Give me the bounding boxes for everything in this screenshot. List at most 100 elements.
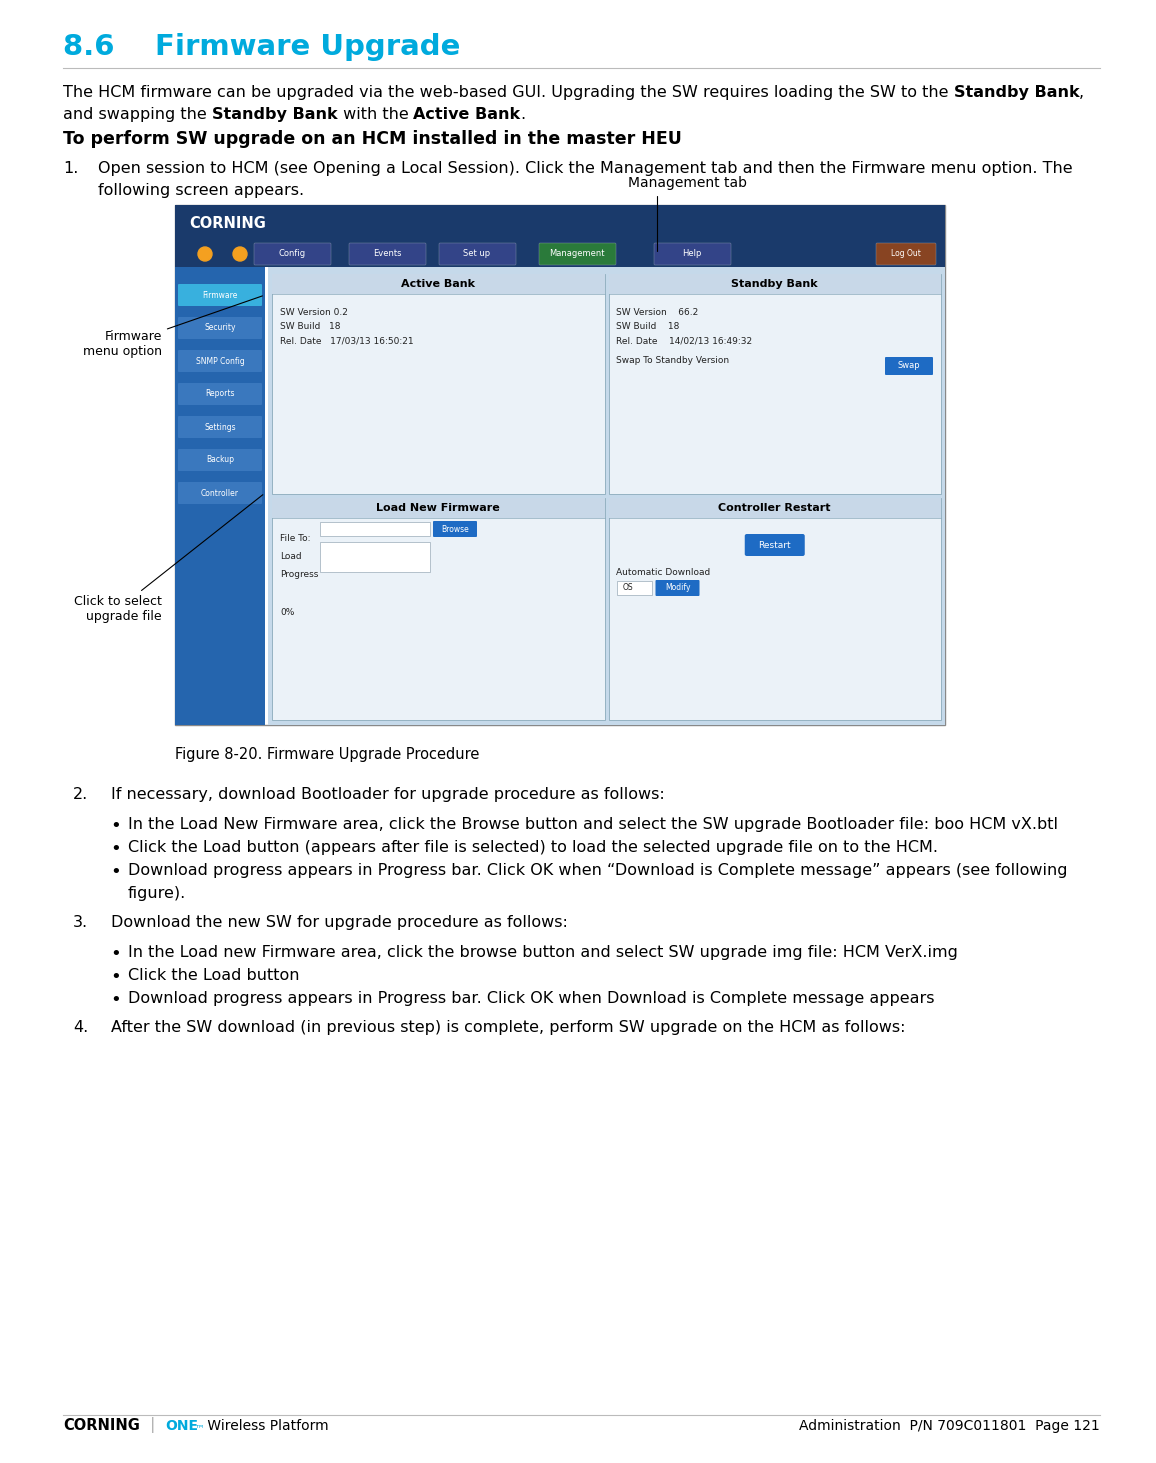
FancyBboxPatch shape [178, 449, 262, 471]
Text: To perform SW upgrade on an HCM installed in the master HEU: To perform SW upgrade on an HCM installe… [62, 130, 682, 148]
Text: Log Out: Log Out [891, 250, 921, 259]
Text: Events: Events [372, 250, 401, 259]
FancyBboxPatch shape [178, 415, 262, 437]
FancyBboxPatch shape [272, 274, 605, 294]
Text: 0%: 0% [280, 609, 295, 617]
Text: Set up: Set up [464, 250, 490, 259]
Text: After the SW download (in previous step) is complete, perform SW upgrade on the : After the SW download (in previous step)… [111, 1020, 905, 1034]
Text: Swap: Swap [898, 361, 920, 370]
Text: Swap To Standby Version: Swap To Standby Version [616, 356, 729, 364]
Text: Open session to HCM (see Opening a Local Session). Click the Management tab and : Open session to HCM (see Opening a Local… [98, 161, 1073, 176]
Text: OS: OS [622, 584, 633, 593]
Text: ™: ™ [195, 1423, 205, 1432]
Text: Progress: Progress [280, 571, 318, 579]
Text: Browse: Browse [442, 525, 469, 534]
FancyBboxPatch shape [178, 317, 262, 339]
FancyBboxPatch shape [272, 497, 605, 720]
FancyBboxPatch shape [178, 383, 262, 405]
Text: Active Bank: Active Bank [414, 107, 520, 121]
FancyBboxPatch shape [320, 541, 430, 572]
FancyBboxPatch shape [175, 205, 944, 726]
Text: Load New Firmware: Load New Firmware [377, 503, 501, 514]
Text: 4.: 4. [73, 1020, 88, 1034]
FancyBboxPatch shape [272, 497, 605, 518]
Text: Click the Load button (appears after file is selected) to load the selected upgr: Click the Load button (appears after fil… [128, 840, 938, 854]
FancyBboxPatch shape [608, 497, 941, 720]
Text: following screen appears.: following screen appears. [98, 183, 304, 198]
Text: Help: Help [682, 250, 702, 259]
Text: 3.: 3. [73, 914, 88, 930]
FancyBboxPatch shape [539, 243, 616, 265]
Text: Management: Management [549, 250, 605, 259]
Text: If necessary, download Bootloader for upgrade procedure as follows:: If necessary, download Bootloader for up… [111, 787, 665, 802]
Text: •: • [110, 945, 120, 963]
Text: figure).: figure). [128, 887, 186, 901]
Text: Controller Restart: Controller Restart [719, 503, 831, 514]
Text: Config: Config [279, 250, 305, 259]
Text: Rel. Date   17/03/13 16:50:21: Rel. Date 17/03/13 16:50:21 [280, 336, 414, 345]
Circle shape [198, 247, 212, 260]
Text: with the: with the [338, 107, 414, 121]
Text: Reports: Reports [206, 389, 235, 398]
FancyBboxPatch shape [254, 243, 331, 265]
Text: Rel. Date    14/02/13 16:49:32: Rel. Date 14/02/13 16:49:32 [616, 336, 753, 345]
Text: ONE: ONE [165, 1419, 198, 1432]
FancyBboxPatch shape [434, 521, 477, 537]
FancyBboxPatch shape [608, 497, 941, 518]
Text: |: | [141, 1418, 164, 1432]
FancyBboxPatch shape [876, 243, 936, 265]
FancyBboxPatch shape [178, 481, 262, 503]
FancyBboxPatch shape [608, 274, 941, 294]
FancyBboxPatch shape [439, 243, 516, 265]
Text: File To:: File To: [280, 534, 311, 543]
Text: Download progress appears in Progress bar. Click OK when “Download is Complete m: Download progress appears in Progress ba… [128, 863, 1067, 878]
Text: .: . [520, 107, 526, 121]
Text: Controller: Controller [201, 489, 239, 497]
Text: CORNING: CORNING [188, 215, 266, 231]
Text: In the Load new Firmware area, click the browse button and select SW upgrade img: In the Load new Firmware area, click the… [128, 945, 958, 960]
Text: The HCM firmware can be upgraded via the web-based GUI. Upgrading the SW require: The HCM firmware can be upgraded via the… [62, 85, 954, 99]
Text: 8.6    Firmware Upgrade: 8.6 Firmware Upgrade [62, 34, 460, 61]
Text: Download progress appears in Progress bar. Click OK when Download is Complete me: Download progress appears in Progress ba… [128, 990, 934, 1007]
Text: SW Build    18: SW Build 18 [616, 322, 680, 331]
FancyBboxPatch shape [175, 268, 265, 726]
Text: Restart: Restart [758, 540, 791, 550]
Text: Standby Bank: Standby Bank [732, 279, 818, 290]
Text: 1.: 1. [62, 161, 79, 176]
Text: Load: Load [280, 552, 302, 560]
Text: ,: , [1080, 85, 1084, 99]
Text: SW Version 0.2: SW Version 0.2 [280, 309, 348, 317]
Text: Firmware
menu option: Firmware menu option [83, 296, 262, 358]
FancyBboxPatch shape [885, 357, 933, 375]
FancyBboxPatch shape [175, 241, 944, 268]
FancyBboxPatch shape [178, 284, 262, 306]
Text: Standby Bank: Standby Bank [954, 85, 1080, 99]
Text: Click to select
upgrade file: Click to select upgrade file [74, 494, 262, 623]
Text: Firmware: Firmware [202, 291, 238, 300]
FancyBboxPatch shape [349, 243, 427, 265]
FancyBboxPatch shape [175, 205, 944, 241]
Text: •: • [110, 863, 120, 881]
Circle shape [234, 247, 247, 260]
Text: Automatic Download: Automatic Download [616, 568, 711, 576]
Text: and swapping the: and swapping the [62, 107, 212, 121]
Text: SNMP Config: SNMP Config [195, 357, 244, 366]
Text: Administration  P/N 709C011801  Page 121: Administration P/N 709C011801 Page 121 [799, 1419, 1101, 1432]
Text: Download the new SW for upgrade procedure as follows:: Download the new SW for upgrade procedur… [111, 914, 568, 930]
Text: •: • [110, 969, 120, 986]
FancyBboxPatch shape [744, 534, 805, 556]
Text: •: • [110, 840, 120, 857]
Text: 2.: 2. [73, 787, 88, 802]
Text: Wireless Platform: Wireless Platform [203, 1419, 328, 1432]
FancyBboxPatch shape [268, 268, 944, 726]
Text: Backup: Backup [206, 455, 234, 464]
FancyBboxPatch shape [655, 579, 699, 595]
FancyBboxPatch shape [320, 522, 430, 535]
Text: SW Build   18: SW Build 18 [280, 322, 341, 331]
Text: SW Version    66.2: SW Version 66.2 [616, 309, 698, 317]
Text: Standby Bank: Standby Bank [212, 107, 338, 121]
Text: Security: Security [205, 323, 236, 332]
FancyBboxPatch shape [178, 350, 262, 372]
Text: •: • [110, 816, 120, 835]
Text: Active Bank: Active Bank [401, 279, 475, 290]
